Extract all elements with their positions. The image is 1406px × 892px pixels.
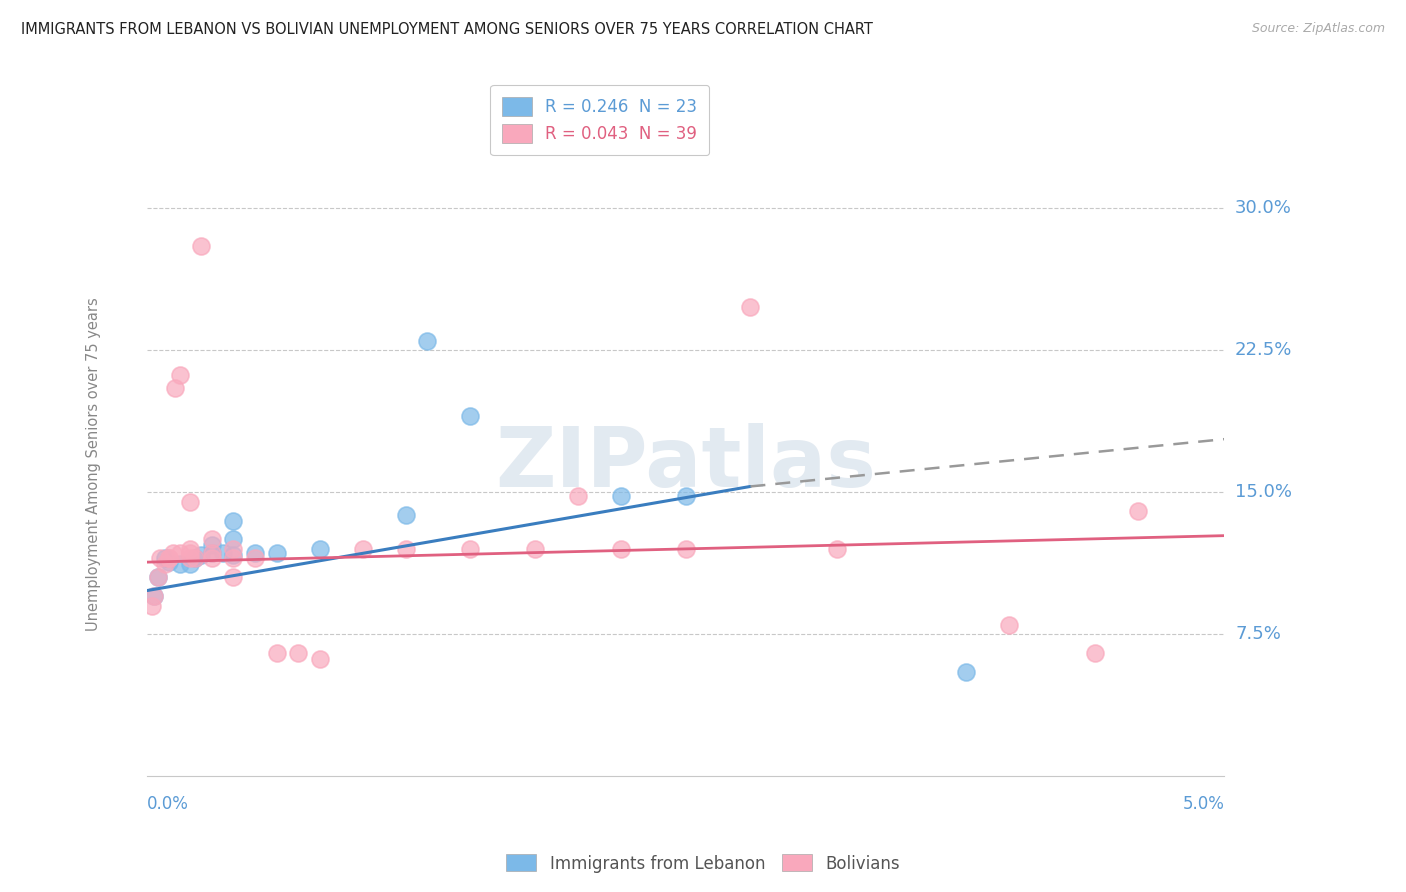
Point xyxy=(201,551,224,566)
Text: 0.0%: 0.0% xyxy=(148,795,190,813)
Point xyxy=(179,494,201,508)
Point xyxy=(157,551,180,566)
Point xyxy=(201,546,224,560)
Point xyxy=(352,541,374,556)
Point xyxy=(222,548,245,562)
Text: Source: ZipAtlas.com: Source: ZipAtlas.com xyxy=(1251,22,1385,36)
Point xyxy=(1126,504,1149,518)
Point xyxy=(675,489,697,503)
Point xyxy=(169,546,191,560)
Point xyxy=(740,300,762,314)
Point xyxy=(157,555,180,569)
Point xyxy=(157,551,180,566)
Point xyxy=(183,551,205,566)
Point xyxy=(287,646,309,660)
Point xyxy=(524,541,547,556)
Point xyxy=(610,489,633,503)
Legend: Immigrants from Lebanon, Bolivians: Immigrants from Lebanon, Bolivians xyxy=(499,847,907,880)
Point xyxy=(222,570,245,584)
Point xyxy=(142,589,165,603)
Point xyxy=(222,551,245,566)
Point xyxy=(460,409,482,424)
Point xyxy=(190,239,212,253)
Point xyxy=(955,665,977,679)
Point xyxy=(610,541,633,556)
Point xyxy=(169,368,191,382)
Text: 22.5%: 22.5% xyxy=(1234,342,1292,359)
Point xyxy=(201,538,224,552)
Text: ZIPatlas: ZIPatlas xyxy=(495,423,876,504)
Point xyxy=(416,334,439,348)
Point xyxy=(169,557,191,571)
Point xyxy=(998,617,1021,632)
Point xyxy=(308,651,330,665)
Point xyxy=(162,546,184,560)
Point xyxy=(165,381,187,395)
Point xyxy=(141,599,163,613)
Point xyxy=(460,541,482,556)
Point xyxy=(201,533,224,547)
Point xyxy=(146,570,169,584)
Point xyxy=(222,541,245,556)
Point xyxy=(179,551,201,566)
Text: 7.5%: 7.5% xyxy=(1234,625,1281,643)
Point xyxy=(567,489,589,503)
Point xyxy=(243,551,266,566)
Point xyxy=(222,533,245,547)
Point xyxy=(142,589,165,603)
Point xyxy=(243,546,266,560)
Point xyxy=(179,541,201,556)
Point xyxy=(266,546,288,560)
Point xyxy=(675,541,697,556)
Legend: R = 0.246  N = 23, R = 0.043  N = 39: R = 0.246 N = 23, R = 0.043 N = 39 xyxy=(491,85,709,155)
Point xyxy=(183,551,205,566)
Point xyxy=(153,557,176,571)
Point xyxy=(395,508,418,522)
Text: IMMIGRANTS FROM LEBANON VS BOLIVIAN UNEMPLOYMENT AMONG SENIORS OVER 75 YEARS COR: IMMIGRANTS FROM LEBANON VS BOLIVIAN UNEM… xyxy=(21,22,873,37)
Text: 30.0%: 30.0% xyxy=(1234,199,1292,218)
Text: 15.0%: 15.0% xyxy=(1234,483,1292,501)
Point xyxy=(395,541,418,556)
Point xyxy=(1084,646,1107,660)
Point xyxy=(308,541,330,556)
Point xyxy=(146,570,169,584)
Point xyxy=(190,548,212,562)
Point xyxy=(222,514,245,528)
Point xyxy=(266,646,288,660)
Point xyxy=(179,557,201,571)
Point xyxy=(201,546,224,560)
Text: 5.0%: 5.0% xyxy=(1182,795,1225,813)
Point xyxy=(825,541,848,556)
Point xyxy=(179,546,201,560)
Point xyxy=(153,551,176,566)
Point xyxy=(149,551,172,566)
Point xyxy=(211,546,233,560)
Text: Unemployment Among Seniors over 75 years: Unemployment Among Seniors over 75 years xyxy=(86,297,101,631)
